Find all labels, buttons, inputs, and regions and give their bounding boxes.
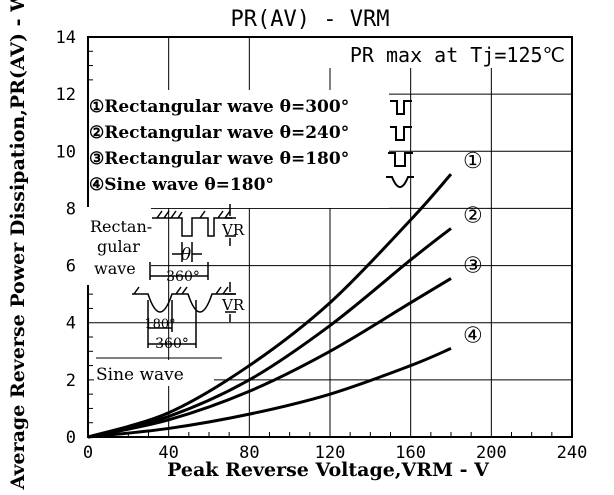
rect-diagram-label-bg	[86, 207, 151, 285]
x-tick-label: 200	[476, 443, 507, 463]
rect-theta-label: θ	[181, 245, 191, 265]
y-tick-label: 0	[66, 428, 76, 448]
rect-period-label: 360°	[166, 269, 200, 285]
y-tick-label: 12	[56, 85, 76, 105]
curve-label-1: ①	[463, 149, 483, 174]
sine-wave-icon	[386, 176, 414, 188]
rect-wave-dimension-lines	[149, 242, 209, 280]
subtitle-box	[268, 38, 571, 68]
sine-vr-label: VR	[221, 296, 245, 314]
sine-wave-diagram: 180° 360° VR Sine wave	[94, 282, 245, 386]
x-tick-label: 160	[395, 443, 426, 463]
rect-wave-dimension-arrows	[150, 253, 208, 277]
rect-wave-vr-marker	[225, 204, 236, 246]
y-tick-label: 14	[56, 28, 76, 48]
axis-ticks: 0 40 80 120 160 200 240 0 2 4 6 8 10 12 14	[56, 28, 588, 463]
data-curves	[87, 173, 453, 439]
curve-series-1	[87, 173, 453, 439]
y-axis-label: Average Reverse Power Dissipation,PR(AV)…	[7, 0, 29, 490]
legend-entry-3: ③Rectangular wave θ=180°	[89, 149, 349, 169]
sine-wave-shape	[132, 293, 236, 313]
rectangular-wave-diagram: Rectan- gular wave θ 360° VR	[86, 204, 245, 285]
curve-label-3: ③	[463, 253, 483, 278]
legend-entry-4: ④Sine wave θ=180°	[89, 175, 274, 195]
sine-half-period-label: 180°	[144, 317, 175, 332]
sine-dimension-lines	[147, 300, 197, 348]
legend-entry-1: ①Rectangular wave θ=300°	[89, 97, 349, 117]
sine-vr-marker	[225, 282, 236, 322]
sine-wave-hatching	[133, 286, 229, 295]
x-tick-label: 240	[557, 443, 588, 463]
curve-series-4	[87, 347, 452, 439]
rect-vr-label: VR	[221, 221, 245, 239]
curve-label-2: ②	[463, 203, 483, 228]
x-tick-label: 40	[158, 443, 178, 463]
x-tick-label: 0	[83, 443, 93, 463]
y-tick-label: 8	[66, 199, 76, 219]
legend-background	[89, 90, 389, 208]
legend-entry-2: ②Rectangular wave θ=240°	[89, 123, 349, 143]
x-tick-label: 120	[315, 443, 346, 463]
y-tick-label: 10	[56, 142, 76, 162]
waveform-icons	[386, 100, 414, 188]
chart-title: PR(AV) - VRM	[231, 7, 390, 32]
rect-label-line-1: Rectan-	[90, 217, 152, 236]
curve-series-2	[87, 227, 452, 439]
rect-label-line-2: gular	[97, 237, 140, 256]
chart-subtitle: PR max at Tj=125℃	[350, 43, 565, 67]
curve-labels: ① ② ③ ④	[463, 149, 483, 348]
y-tick-label: 2	[66, 371, 76, 391]
rect-wave-240-icon	[390, 126, 412, 141]
sine-wave-label: Sine wave	[96, 365, 184, 385]
sine-dimension-arrows	[148, 327, 196, 345]
sine-period-label: 360°	[155, 336, 189, 352]
y-tick-label: 4	[66, 314, 76, 334]
curve-label-4: ④	[463, 323, 483, 348]
rect-wave-hatching	[156, 210, 231, 219]
x-tick-label: 80	[239, 443, 259, 463]
rect-wave-300-icon	[390, 100, 412, 115]
y-tick-label: 6	[66, 257, 76, 277]
rect-wave-180-icon	[388, 152, 413, 167]
rect-label-line-3: wave	[94, 259, 136, 278]
sine-label-bg	[94, 360, 214, 386]
curve-series-3	[87, 277, 452, 439]
x-axis-label: Peak Reverse Voltage,VRM - V	[167, 459, 490, 481]
